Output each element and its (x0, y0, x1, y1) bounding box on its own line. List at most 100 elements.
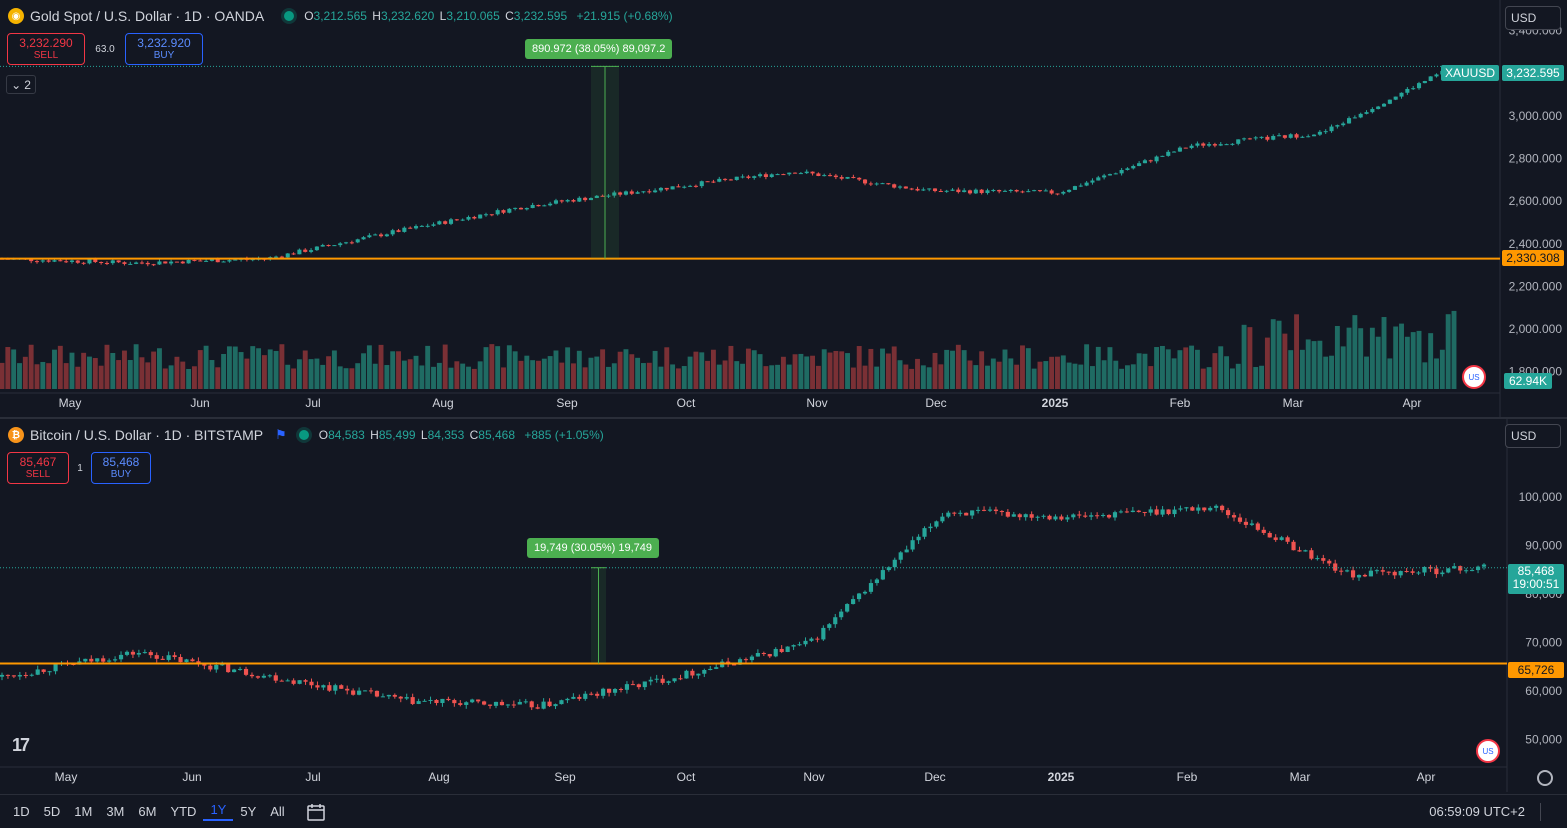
btc-buy-button[interactable]: 85,468 BUY (91, 452, 151, 484)
volume-bar (1189, 345, 1195, 389)
volume-bar (122, 350, 127, 389)
candle-body (1341, 123, 1346, 126)
economic-event-icon[interactable]: US (1476, 739, 1500, 763)
gold-level-price-label[interactable]: 2,330.308 (1502, 250, 1564, 266)
candle-body (5, 674, 11, 676)
candle-body (291, 253, 296, 255)
candle-body (950, 189, 955, 191)
volume-bar (1107, 347, 1113, 389)
btc-measure-label[interactable]: 19,749 (30.05%) 19,749 (527, 538, 660, 558)
volume-bar (1434, 358, 1439, 389)
volume-bar (710, 349, 716, 389)
candle-body (1008, 189, 1013, 191)
gear-icon[interactable] (1537, 770, 1553, 786)
candle-body (956, 189, 961, 193)
gold-sell-button[interactable]: 3,232.290 SELL (7, 33, 85, 65)
candle-body (1107, 174, 1112, 176)
gold-measure-label[interactable]: 890.972 (38.05%) 89,097.2 (525, 39, 673, 59)
range-button-1m[interactable]: 1M (74, 804, 93, 819)
volume-bar (1381, 317, 1387, 389)
candle-body (1416, 572, 1421, 574)
candle-body (208, 665, 213, 670)
btc-chart-pane[interactable]: 100,000 90,000 80,000 70,000 60,000 50,000 May… (0, 419, 1567, 792)
candle-body (513, 207, 518, 209)
candle-body (973, 189, 978, 194)
candle-body (565, 698, 570, 701)
time-tick-label: Nov (803, 770, 824, 784)
candle-body (1065, 517, 1070, 520)
candle-body (898, 552, 903, 560)
market-status-icon[interactable] (284, 11, 295, 21)
candle-body (227, 260, 232, 262)
candle-body (588, 198, 594, 201)
candle-body (798, 173, 803, 175)
volume-bar (950, 350, 955, 389)
price-tick-label: 60,000 (1525, 684, 1562, 698)
volume-bar (466, 366, 471, 389)
volume-bar (938, 364, 944, 389)
range-button-3m[interactable]: 3M (106, 804, 125, 819)
candle-body (1023, 514, 1028, 518)
gold-currency-select[interactable]: USD (1505, 6, 1561, 30)
candle-body (1329, 126, 1334, 132)
candle-body (87, 259, 92, 264)
pane-separator[interactable] (0, 417, 1567, 419)
flag-icon[interactable]: ⚑ (275, 427, 287, 442)
range-button-all[interactable]: All (270, 804, 285, 819)
range-button-ytd[interactable]: YTD (170, 804, 197, 819)
candle-body (773, 648, 778, 657)
volume-bar (1183, 347, 1189, 389)
gold-buy-button[interactable]: 3,232.920 BUY (125, 33, 203, 65)
economic-event-icon[interactable]: US (1462, 365, 1486, 389)
range-button-5y[interactable]: 5Y (240, 804, 257, 819)
candle-body (476, 699, 481, 702)
range-button-1y[interactable]: 1Y (203, 802, 234, 821)
btc-sell-button[interactable]: 85,467 SELL (7, 452, 69, 484)
volume-bar (22, 356, 28, 389)
tradingview-logo[interactable]: 17 (12, 735, 30, 755)
candle-body (148, 652, 153, 656)
range-button-1d[interactable]: 1D (13, 804, 30, 819)
volume-bar (885, 353, 891, 389)
volume-bar (1020, 345, 1025, 389)
range-button-5d[interactable]: 5D (43, 804, 61, 819)
candle-body (699, 181, 704, 187)
volume-bar (1014, 364, 1020, 389)
calendar-icon[interactable] (306, 802, 326, 822)
btc-level-price-label[interactable]: 65,726 (1508, 662, 1564, 678)
candle-body (595, 693, 600, 696)
volume-bar (0, 362, 5, 389)
candle-body (209, 259, 214, 261)
candle-body (1148, 160, 1153, 162)
price-tick-label: 100,000 (1519, 490, 1563, 504)
volume-bar (162, 368, 168, 389)
btc-chart-canvas[interactable]: 100,00090,00080,00070,00060,00050,000May… (0, 419, 1567, 792)
candle-body (1255, 523, 1260, 530)
btc-ohlc: O84,583 H85,499 L84,353 C85,468 +885 (+1… (318, 428, 604, 442)
gold-symbol-title[interactable]: Gold Spot / U.S. Dollar · 1D · OANDA (30, 8, 265, 24)
market-status-icon[interactable] (298, 430, 309, 440)
candle-body (904, 549, 909, 553)
volume-bar (524, 355, 530, 389)
range-button-6m[interactable]: 6M (138, 804, 157, 819)
gold-chart-canvas[interactable]: 3,400.0003,000.0002,800.0002,600.0002,40… (0, 0, 1567, 417)
candle-body (64, 261, 69, 263)
volume-bar (1078, 364, 1084, 389)
btc-currency-select[interactable]: USD (1505, 424, 1561, 448)
gold-chart-pane[interactable]: 3,400.000 3,000.000 2,800.000 2,600.000 2,40… (0, 0, 1567, 417)
indicators-collapse-button[interactable]: ⌄ 2 (6, 75, 36, 94)
time-tick-label: Mar (1283, 396, 1304, 410)
volume-bar (547, 356, 553, 389)
candle-body (1475, 566, 1481, 571)
candle-body (600, 195, 605, 197)
volume-bar (1282, 333, 1288, 389)
candle-body (946, 512, 951, 517)
candle-body (374, 690, 380, 697)
candle-body (1464, 570, 1469, 572)
clock[interactable]: 06:59:09 UTC+2 (1429, 804, 1525, 819)
btc-symbol-title[interactable]: Bitcoin / U.S. Dollar · 1D · BITSTAMP (30, 427, 264, 443)
bottom-toolbar: 1D 5D 1M 3M 6M YTD 1Y 5Y All 06:59:09 UTC+2 (0, 794, 1567, 828)
candle-body (779, 648, 784, 652)
volume-bar (880, 348, 885, 389)
candle-body (1166, 509, 1171, 515)
